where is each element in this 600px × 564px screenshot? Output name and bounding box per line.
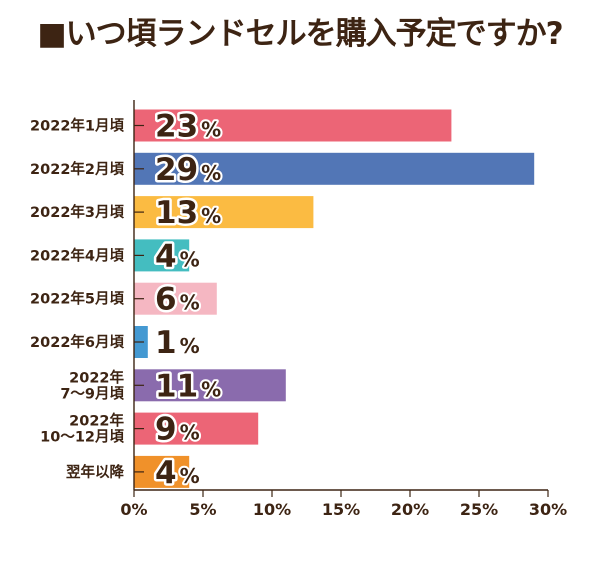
- bar-2: [134, 152, 535, 185]
- value-label-1: 23%: [155, 109, 221, 145]
- bar-7: [134, 369, 286, 402]
- category-label-8: 2022年 10〜12月頃: [40, 412, 124, 446]
- category-label-1: 2022年1月頃: [30, 117, 124, 135]
- value-label-2: 29%: [155, 152, 221, 188]
- value-label-9: 4%: [155, 455, 200, 491]
- category-label-3: 2022年3月頃: [30, 203, 124, 221]
- axis-layer: [133, 100, 549, 497]
- value-label-6: 1%: [155, 325, 200, 361]
- value-label-7: 11%: [155, 368, 221, 404]
- category-label-2: 2022年2月頃: [30, 160, 124, 178]
- category-label-6: 2022年6月頃: [30, 333, 124, 351]
- value-label-4: 4%: [155, 238, 200, 274]
- category-label-9: 翌年以降: [66, 463, 124, 481]
- bar-1: [134, 109, 452, 142]
- value-label-3: 13%: [155, 195, 221, 231]
- x-tick-label-6: 25%: [460, 500, 498, 519]
- category-label-4: 2022年4月頃: [30, 246, 124, 264]
- x-tick-label-2: 5%: [189, 500, 216, 519]
- category-label-5: 2022年5月頃: [30, 290, 124, 308]
- page-title: ■いつ頃ランドセルを購入予定ですか?: [37, 16, 563, 52]
- bar-3: [134, 196, 314, 229]
- labels-layer: 2022年1月頃 23 % 2022年2月頃 29 % 2022年3月頃 13 % 2022年4月…: [30, 106, 567, 519]
- x-tick-label-1: 0%: [120, 500, 147, 519]
- x-tick-label-4: 15%: [322, 500, 360, 519]
- x-tick-label-3: 10%: [253, 500, 291, 519]
- bar-8: [134, 412, 259, 445]
- bar-5: [134, 282, 217, 315]
- x-tick-label-7: 30%: [529, 500, 567, 519]
- x-tick-label-5: 20%: [391, 500, 429, 519]
- category-label-7: 2022年 7〜9月頃: [60, 368, 124, 402]
- value-label-5: 6%: [155, 282, 200, 318]
- value-label-8: 9%: [155, 412, 200, 448]
